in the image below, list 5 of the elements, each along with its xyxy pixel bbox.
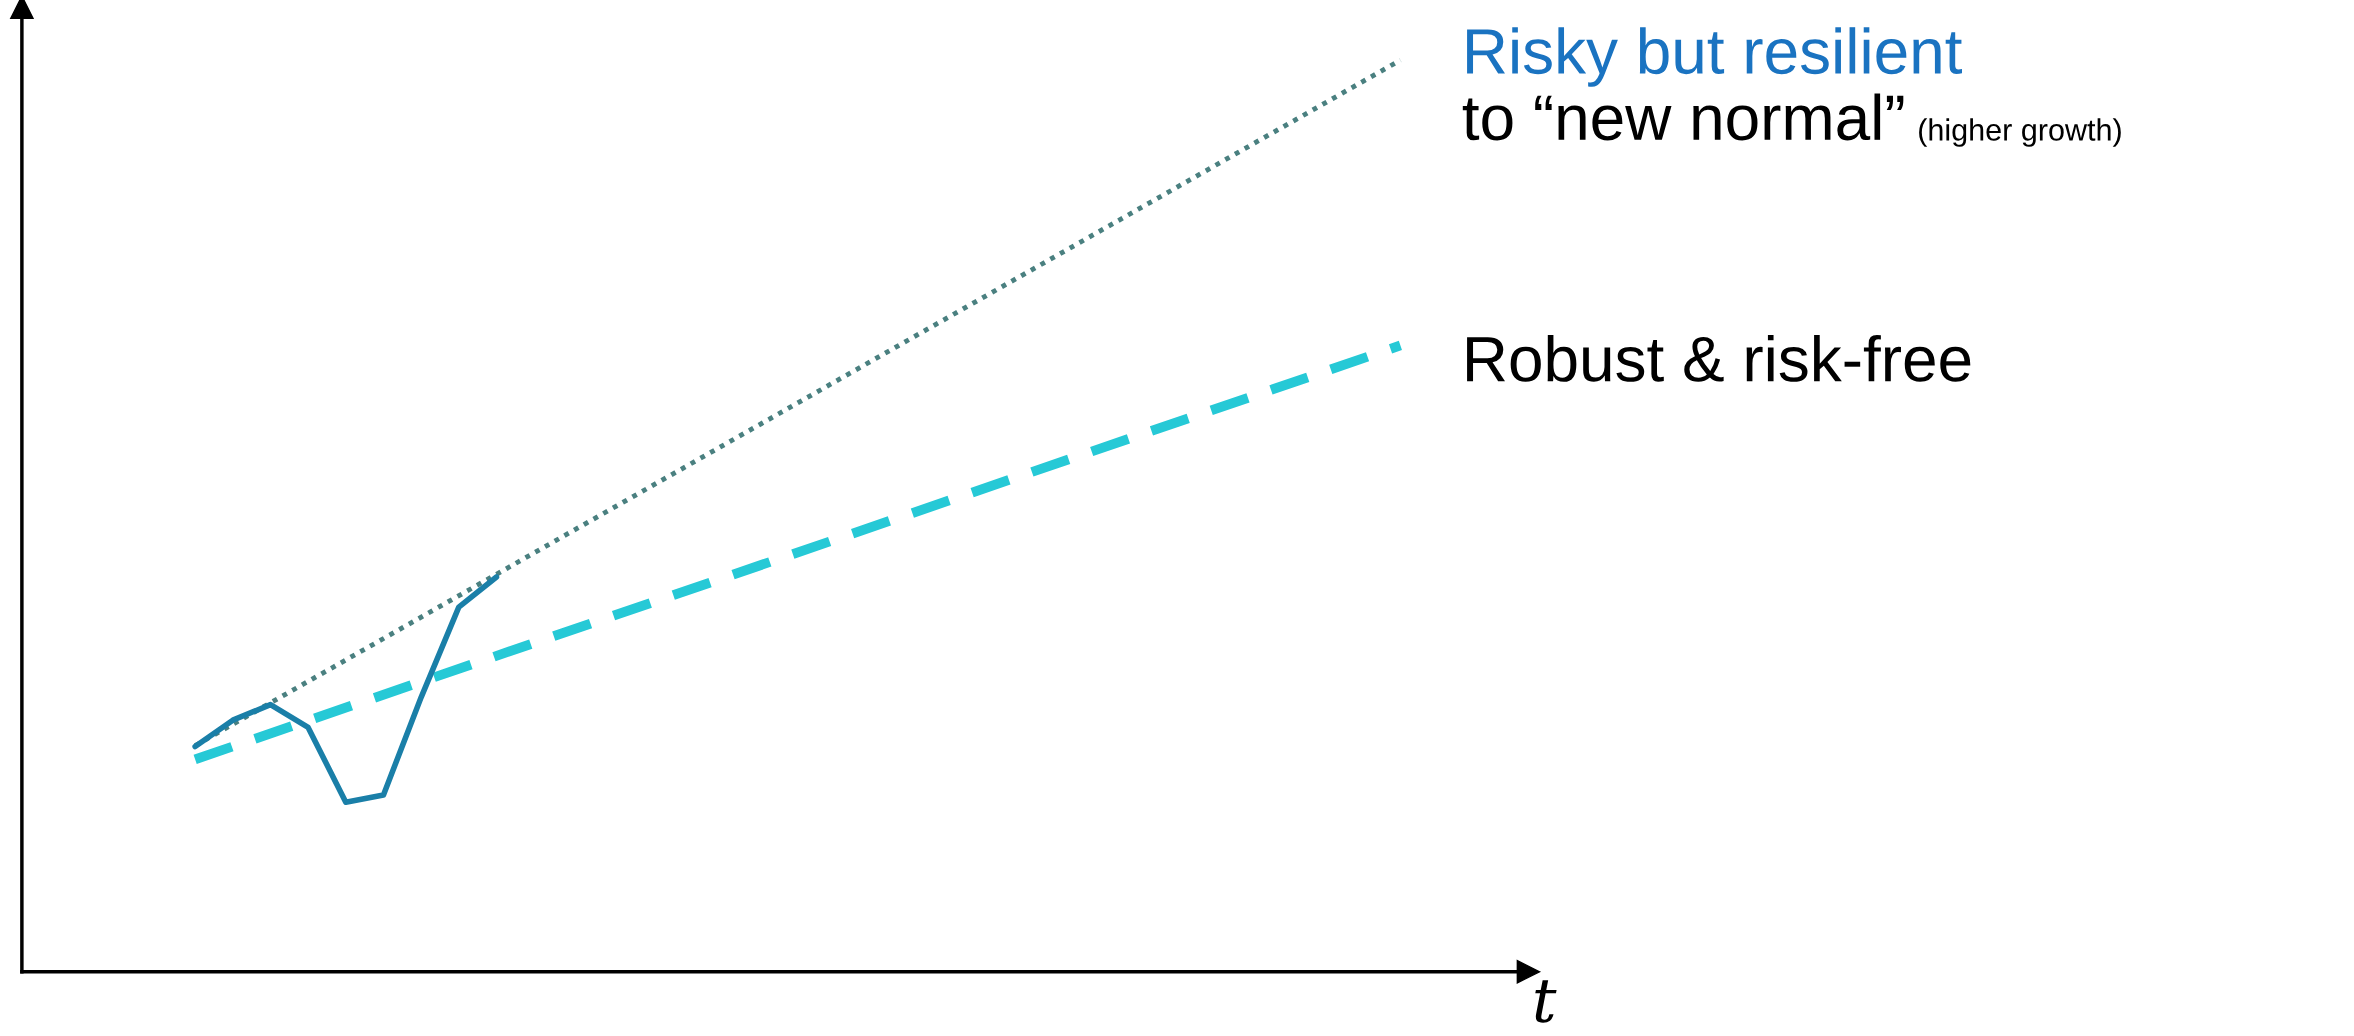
x-axis-title: t [1535, 980, 1557, 1023]
text: to “new normal” [1462, 93, 1904, 141]
text: (higher growth) [1919, 118, 2121, 147]
text: Robust & risk-free [1467, 334, 1971, 382]
text: Risky but resilient [1467, 27, 1962, 87]
